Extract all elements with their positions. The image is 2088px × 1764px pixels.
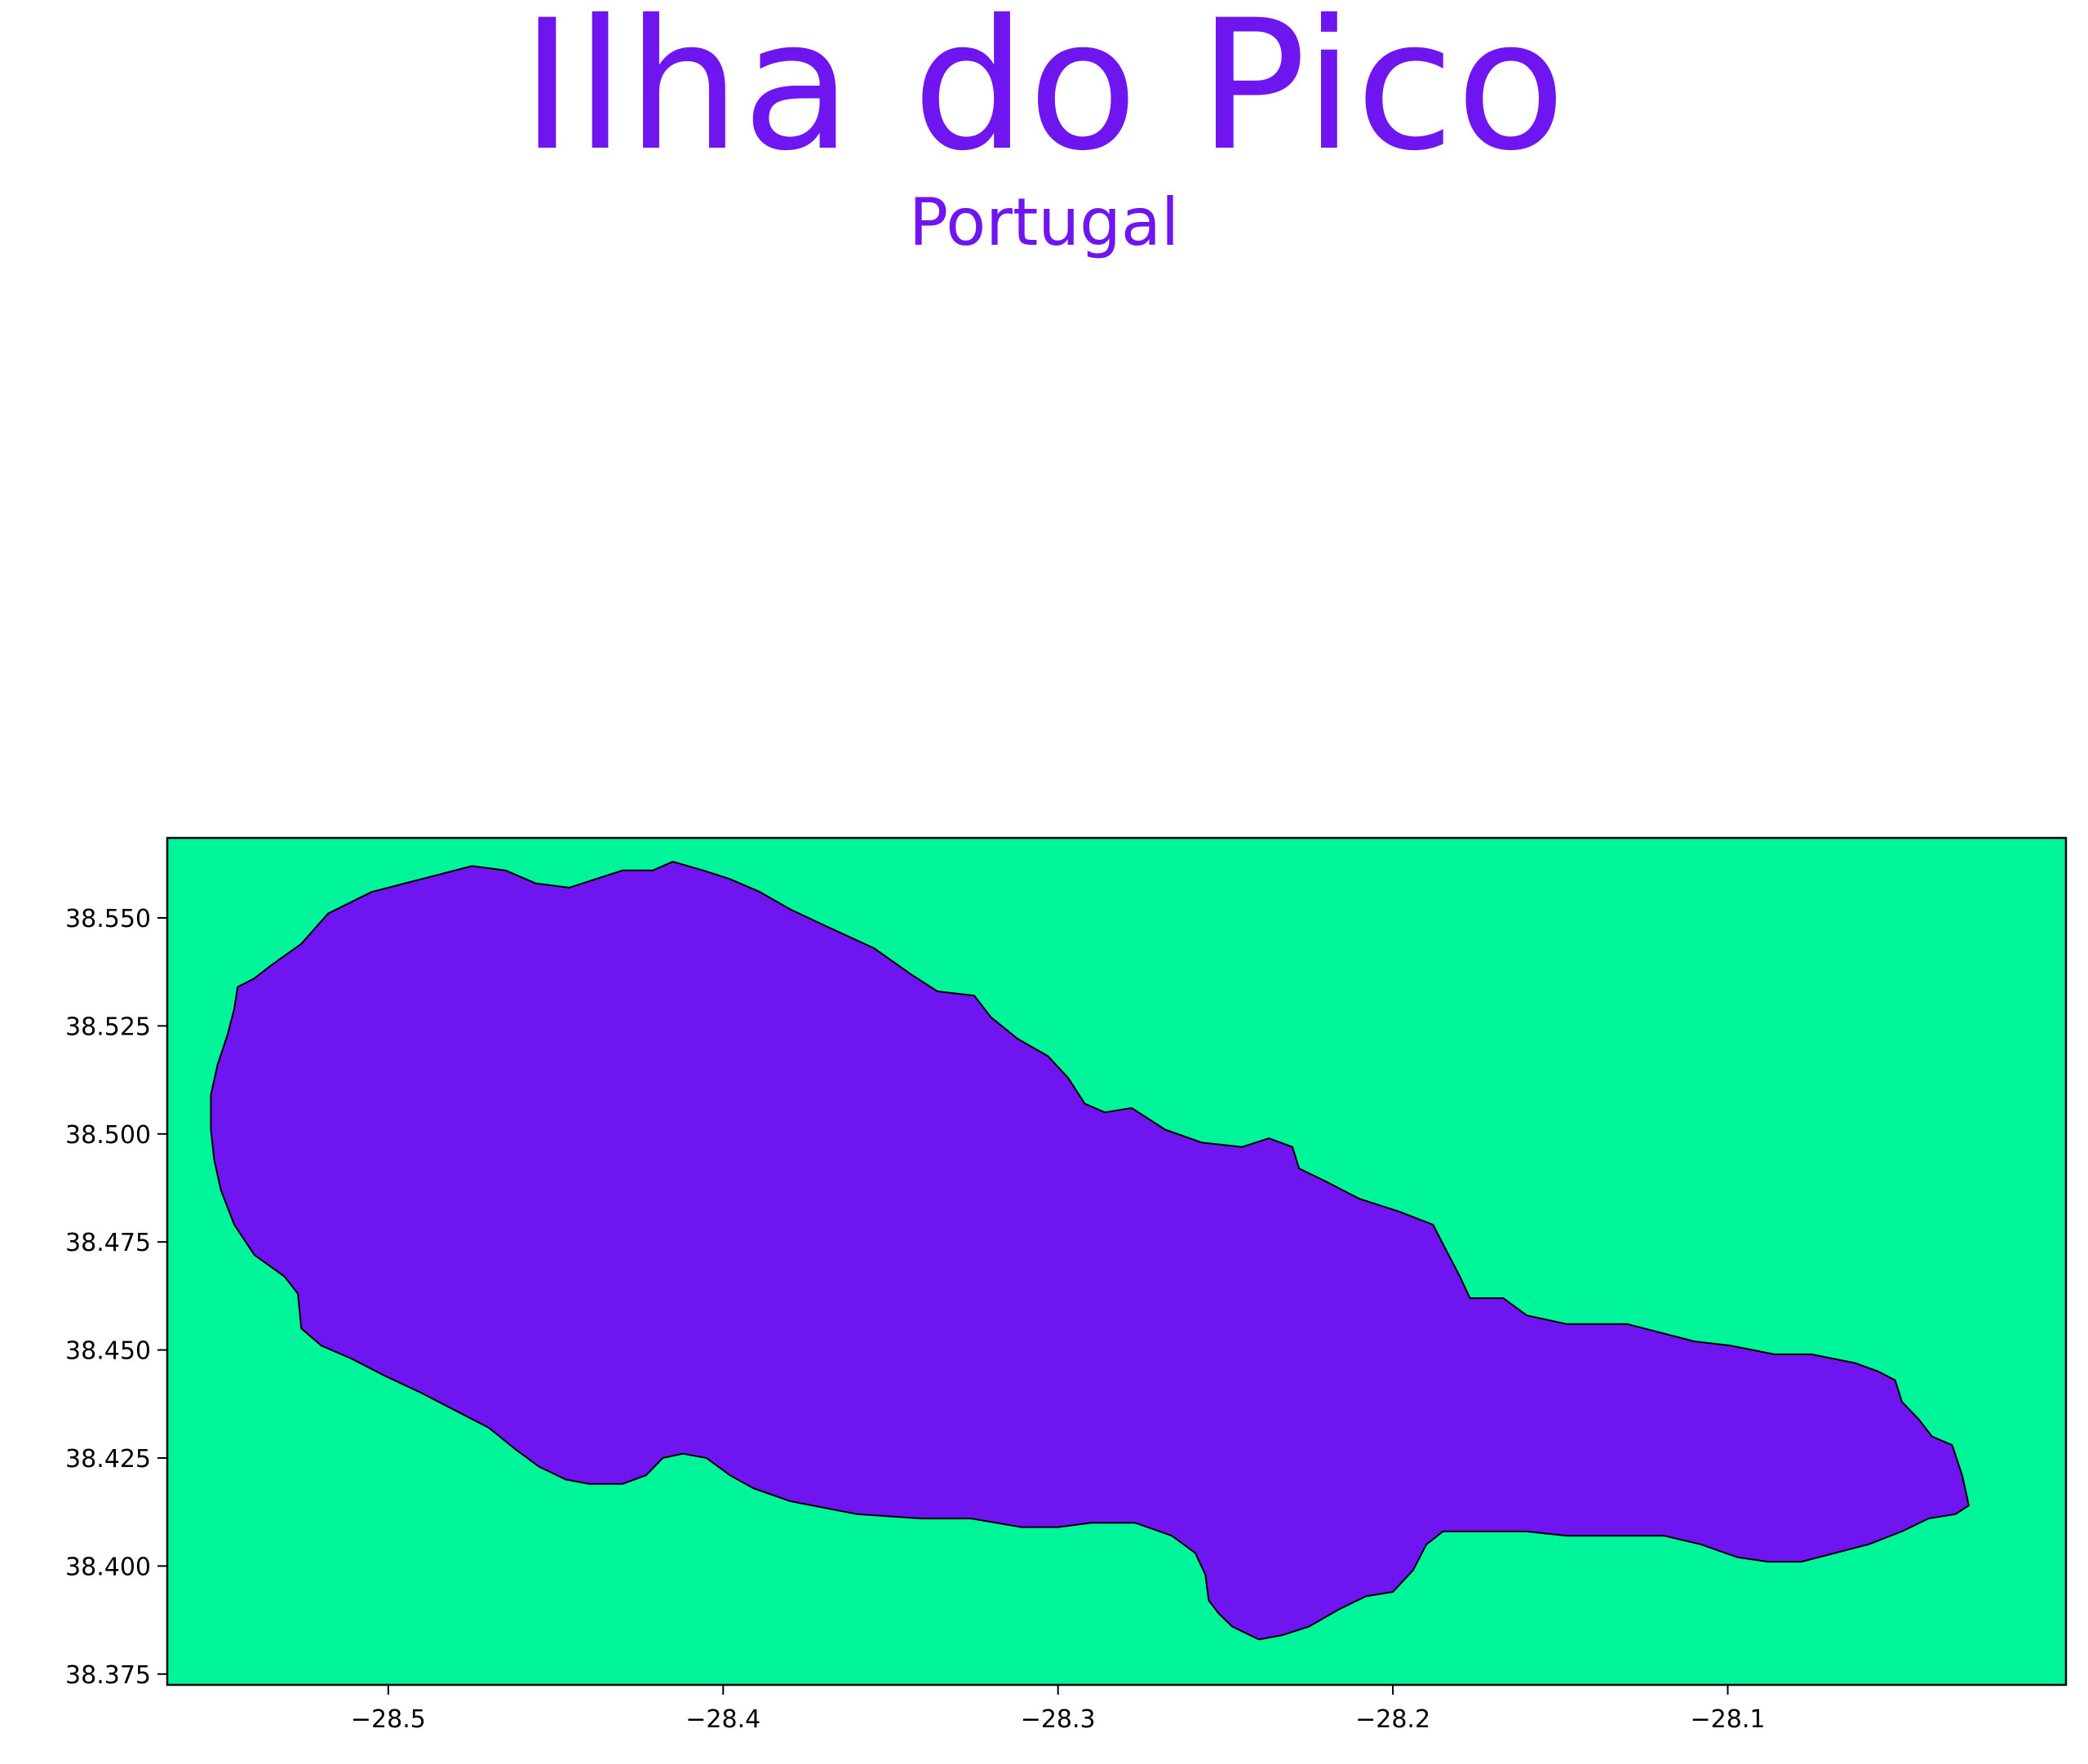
y-tick-label: 38.375 — [65, 1661, 151, 1690]
y-tick-label: 38.400 — [65, 1553, 151, 1581]
x-tick-label: −28.1 — [1691, 1705, 1766, 1734]
y-tick-label: 38.450 — [65, 1337, 151, 1366]
x-tick-label: −28.5 — [351, 1705, 426, 1734]
map-subtitle: Portugal — [908, 184, 1180, 260]
x-tick-label: −28.4 — [685, 1705, 760, 1734]
y-tick-label: 38.525 — [65, 1013, 151, 1041]
y-axis: 38.550 38.525 38.500 38.475 38.450 38.425 38.4… — [65, 905, 167, 1690]
y-tick-label: 38.425 — [65, 1445, 151, 1474]
x-axis: −28.5 −28.4 −28.3 −28.2 −28.1 — [351, 1685, 1766, 1734]
y-tick-label: 38.550 — [65, 905, 151, 933]
y-tick-label: 38.500 — [65, 1121, 151, 1150]
y-tick-label: 38.475 — [65, 1229, 151, 1257]
x-tick-label: −28.3 — [1021, 1705, 1096, 1734]
island-pico — [210, 861, 1970, 1641]
map-frame — [166, 836, 2068, 1686]
x-tick-label: −28.2 — [1355, 1705, 1430, 1734]
map-title: Ilha do Pico — [521, 0, 1567, 190]
